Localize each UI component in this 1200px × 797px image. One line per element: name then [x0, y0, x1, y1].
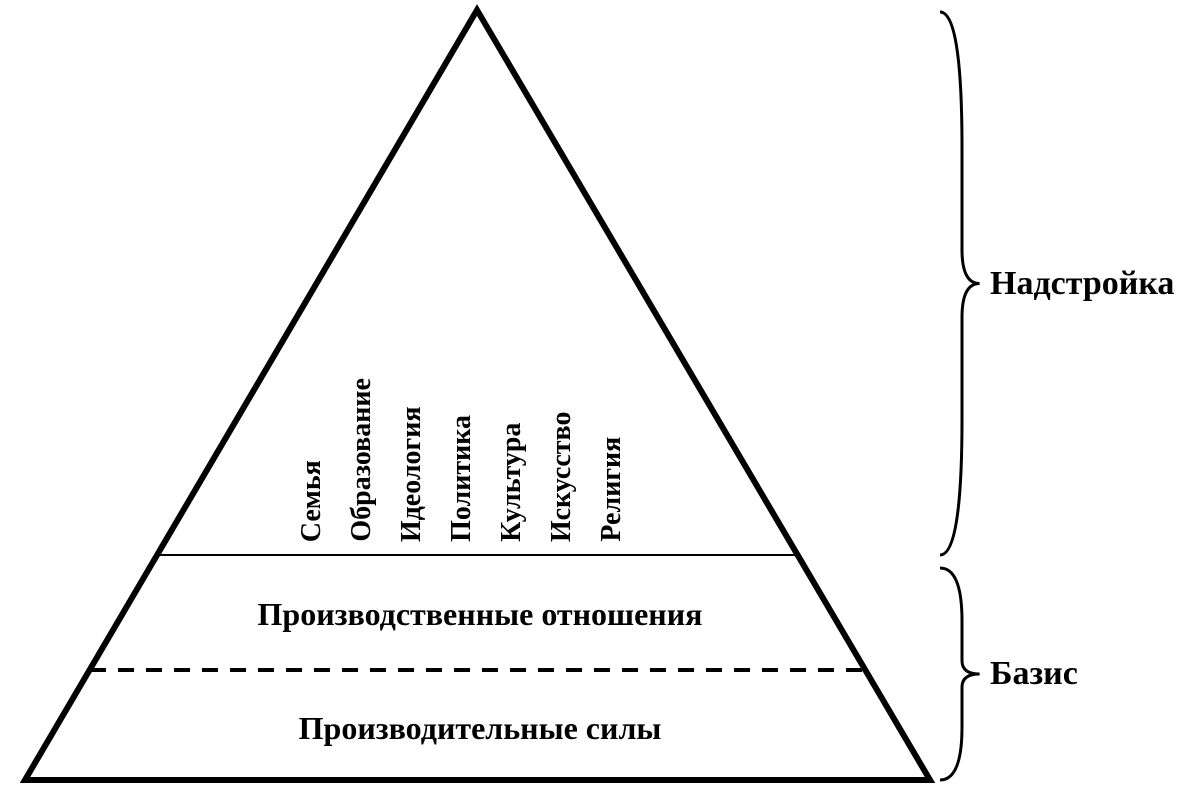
tier-middle-label: Производственные отношения: [258, 596, 703, 633]
vlabel-0: Семья: [296, 461, 328, 542]
vlabel-1: Образование: [346, 363, 378, 542]
tier-bottom-label: Производительные силы: [299, 710, 662, 747]
vlabel-5: Искусство: [546, 396, 578, 542]
vlabel-6: Религия: [596, 428, 628, 542]
vlabel-2: Идеология: [396, 396, 428, 542]
diagram-canvas: { "diagram": { "type": "pyramid", "width…: [0, 0, 1200, 797]
vlabel-3: Политика: [446, 412, 478, 542]
brace-base-label: Базис: [990, 655, 1078, 693]
brace-superstructure-label: Надстройка: [990, 265, 1174, 303]
vlabel-4: Культура: [496, 412, 528, 542]
